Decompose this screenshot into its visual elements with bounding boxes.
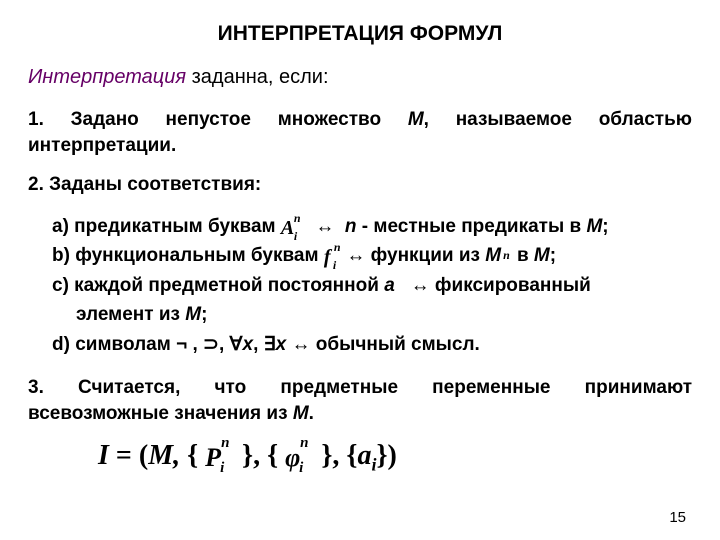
math-phi-sub: i bbox=[299, 461, 303, 476]
f-M: M, bbox=[148, 440, 187, 471]
b-semi: ; bbox=[550, 245, 556, 266]
page-title: ИНТЕРПРЕТАЦИЯ ФОРМУЛ bbox=[28, 22, 692, 46]
c-line2: элемент из bbox=[76, 304, 185, 325]
intro-line: Интерпретация заданна, если: bbox=[28, 66, 692, 89]
a-semi: ; bbox=[602, 216, 608, 237]
intro-emphasis: Интерпретация bbox=[28, 66, 186, 88]
f-open1: { bbox=[187, 440, 205, 471]
f-close2: }, bbox=[314, 440, 346, 471]
f-a: a bbox=[357, 440, 371, 471]
a-arrow: ↔ bbox=[315, 216, 334, 237]
c-semi: ; bbox=[201, 304, 207, 325]
sub-a: a) предикатным буквам Ani ↔ n - местные … bbox=[52, 212, 692, 241]
c-M: M bbox=[185, 304, 201, 325]
a-M: M bbox=[586, 216, 602, 237]
f-I: I bbox=[98, 440, 116, 471]
f-close3: }) bbox=[376, 440, 396, 471]
b-M: M bbox=[485, 245, 501, 266]
math-A-base: A bbox=[281, 217, 294, 239]
c-a: a bbox=[384, 275, 395, 296]
d-comma2: , bbox=[219, 334, 230, 355]
d-sym4: ∃ bbox=[264, 334, 276, 355]
d-sym2: ⊃ bbox=[203, 334, 219, 355]
d-sym1: ¬ bbox=[176, 334, 187, 355]
c-line2-wrap: элемент из M; bbox=[52, 300, 692, 329]
d-post: обычный смысл. bbox=[316, 334, 480, 355]
math-f-sup: n bbox=[334, 241, 341, 253]
d-arrow: ↔ bbox=[286, 334, 316, 355]
intro-rest: заданна, если: bbox=[186, 66, 329, 88]
b-in: в bbox=[512, 245, 534, 266]
d-comma3: , bbox=[253, 334, 264, 355]
d-sym3: ∀ bbox=[230, 334, 243, 355]
math-phi-base: φ bbox=[285, 443, 300, 472]
b-pre: b) функциональным буквам bbox=[52, 245, 324, 266]
c-pre: c) каждой предметной постоянной bbox=[52, 275, 384, 296]
math-P-sub: i bbox=[220, 461, 224, 476]
math-P-base: P bbox=[205, 443, 221, 472]
math-Mn-sup: n bbox=[503, 249, 510, 261]
math-phi-sup: n bbox=[300, 436, 308, 451]
math-A: Ani bbox=[281, 218, 294, 238]
math-f-sub: i bbox=[333, 259, 336, 271]
p3-M: M bbox=[293, 403, 309, 424]
f-open2: { bbox=[267, 440, 285, 471]
math-A-sup: n bbox=[294, 212, 301, 224]
point-3: 3. Считается, что предметные переменные … bbox=[28, 375, 692, 426]
f-eq: = ( bbox=[116, 440, 148, 471]
point-1: 1. Задано непустое множество M, называем… bbox=[28, 107, 692, 158]
b-mid: функции из bbox=[365, 245, 485, 266]
math-A-sub: i bbox=[294, 230, 297, 242]
sub-b: b) функциональным буквам fni ↔ функции и… bbox=[52, 241, 692, 270]
b-M2: M bbox=[534, 245, 550, 266]
d-x2: x bbox=[276, 334, 287, 355]
d-x1: x bbox=[243, 334, 254, 355]
math-P: Pni bbox=[205, 444, 221, 472]
math-P-sup: n bbox=[221, 436, 229, 451]
math-phi: φni bbox=[285, 444, 300, 472]
math-f-base: f bbox=[324, 246, 331, 268]
a-post: - местные предикаты в bbox=[357, 216, 587, 237]
p3-dot: . bbox=[309, 403, 314, 424]
c-post: фиксированный bbox=[430, 275, 591, 296]
d-comma1: , bbox=[187, 334, 203, 355]
p1-M: M bbox=[408, 109, 424, 130]
c-arrow: ↔ bbox=[411, 275, 430, 296]
p3-line: 3. Считается, что предметные переменные … bbox=[28, 377, 692, 424]
p1-lead: 1. Задано непустое множество bbox=[28, 109, 408, 130]
math-f: fni bbox=[324, 247, 331, 267]
page-number: 15 bbox=[669, 509, 686, 526]
b-arrow: ↔ bbox=[346, 245, 365, 266]
formula: I = (M, { Pni }, { φni }, {ai}) bbox=[98, 440, 692, 476]
sublist: a) предикатным буквам Ani ↔ n - местные … bbox=[52, 212, 692, 359]
sub-c: c) каждой предметной постоянной a ↔ фикс… bbox=[52, 271, 692, 330]
d-pre: d) символам bbox=[52, 334, 176, 355]
slide-page: ИНТЕРПРЕТАЦИЯ ФОРМУЛ Интерпретация задан… bbox=[0, 0, 720, 540]
f-close1: }, bbox=[235, 440, 267, 471]
f-open3: { bbox=[346, 440, 357, 471]
point-2: 2. Заданы соответствия: bbox=[28, 172, 692, 198]
sub-d: d) символам ¬ , ⊃, ∀x, ∃x ↔ обычный смыс… bbox=[52, 330, 692, 359]
a-pre: a) предикатным буквам bbox=[52, 216, 281, 237]
a-n: n bbox=[345, 216, 357, 237]
